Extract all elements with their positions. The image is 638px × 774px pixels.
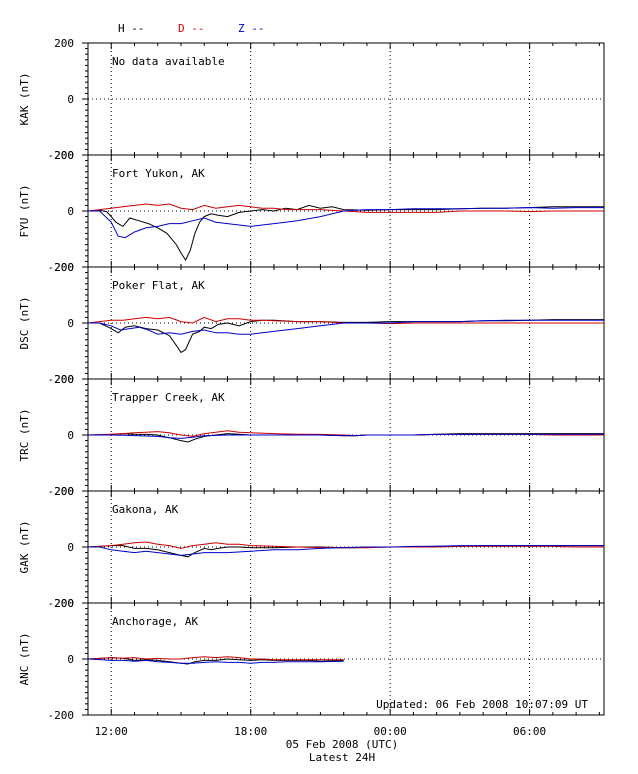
y-tick-label: 0 — [67, 541, 74, 554]
series-line — [87, 541, 604, 549]
y-tick-label: -200 — [48, 373, 75, 386]
panel-fyu: FYU (nT) Fort Yukon, AK 200 0 -200 — [18, 149, 605, 274]
updated-timestamp: Updated: 06 Feb 2008 10:07:09 UT — [376, 698, 588, 711]
station-label: Gakona, AK — [112, 503, 179, 516]
series-line — [87, 316, 604, 325]
series-line — [88, 207, 604, 239]
series-line — [88, 319, 604, 354]
series-line — [88, 545, 604, 556]
legend: H -- D -- Z -- — [118, 22, 265, 35]
legend-z-label: Z -- — [238, 22, 265, 35]
y-axis-label: GAK (nT) — [18, 521, 31, 574]
panel-anc: ANC (nT) Anchorage, AK 200 0 -200 — [18, 597, 605, 722]
series-line — [88, 433, 604, 439]
y-tick-label: 0 — [67, 205, 74, 218]
x-tick-label: 12:00 — [95, 725, 128, 738]
series-line — [87, 203, 604, 213]
legend-d-label: D -- — [178, 22, 205, 35]
series-line — [87, 656, 344, 661]
x-tick-label: 00:00 — [374, 725, 407, 738]
y-tick-label: 200 — [54, 373, 74, 386]
series-line — [88, 319, 604, 335]
y-axis-label: FYU (nT) — [18, 185, 31, 238]
y-tick-label: -200 — [48, 485, 75, 498]
y-axis-label: ANC (nT) — [18, 633, 31, 686]
station-label: Trapper Creek, AK — [112, 391, 225, 404]
y-tick-label: 200 — [54, 149, 74, 162]
y-tick-label: -200 — [48, 149, 75, 162]
panel-kak: KAK (nT) No data available 200 0 -200 — [18, 37, 605, 162]
chart-subtitle: Latest 24H — [309, 751, 375, 764]
y-tick-label: 0 — [67, 429, 74, 442]
panel-gak: GAK (nT) Gakona, AK 200 0 -200 — [18, 485, 605, 610]
y-tick-label: 200 — [54, 485, 74, 498]
y-tick-label: 200 — [54, 597, 74, 610]
legend-h-label: H -- — [118, 22, 145, 35]
y-tick-label: 200 — [54, 37, 74, 50]
y-tick-label: 0 — [67, 653, 74, 666]
y-tick-label: 200 — [54, 261, 74, 274]
y-tick-label: -200 — [48, 597, 75, 610]
station-label: Poker Flat, AK — [112, 279, 205, 292]
y-tick-label: 0 — [67, 317, 74, 330]
x-tick-labels: 12:00 18:00 00:00 06:00 — [95, 725, 547, 738]
station-label: Fort Yukon, AK — [112, 167, 205, 180]
panel-dsc: DSC (nT) Poker Flat, AK 200 0 -200 — [18, 261, 605, 386]
panel-trc: TRC (nT) Trapper Creek, AK 200 0 -200 — [18, 373, 605, 498]
series-line — [87, 658, 344, 664]
y-axis-label: KAK (nT) — [18, 73, 31, 126]
x-tick-label: 06:00 — [513, 725, 546, 738]
y-axis-label: TRC (nT) — [18, 409, 31, 462]
x-axis-label: 05 Feb 2008 (UTC) — [286, 738, 399, 751]
y-tick-label: -200 — [48, 261, 75, 274]
station-label: No data available — [112, 55, 225, 68]
x-tick-label: 18:00 — [234, 725, 267, 738]
series-line — [87, 657, 344, 665]
series-line — [87, 204, 604, 262]
y-tick-label: -200 — [48, 709, 75, 722]
y-axis-label: DSC (nT) — [18, 297, 31, 350]
y-tick-label: 0 — [67, 93, 74, 106]
station-label: Anchorage, AK — [112, 615, 198, 628]
